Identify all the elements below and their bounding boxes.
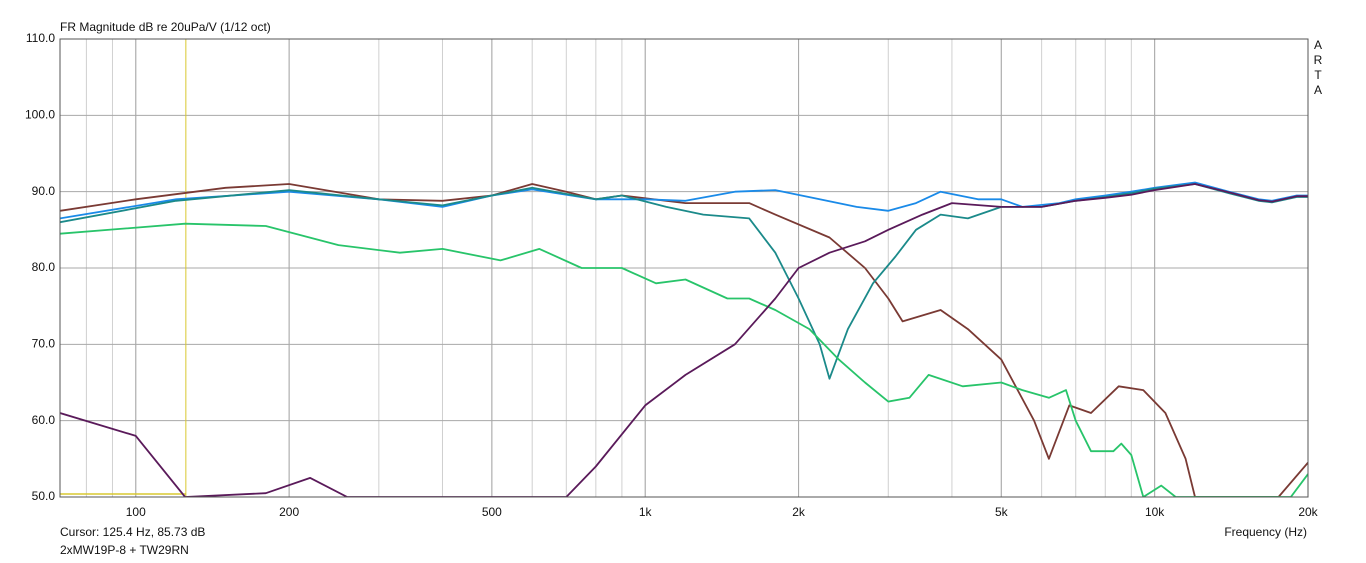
- y-tick-label: 70.0: [32, 337, 56, 351]
- x-tick-label: 10k: [1145, 505, 1165, 519]
- x-tick-label: 5k: [995, 505, 1009, 519]
- x-tick-label: 500: [482, 505, 502, 519]
- watermark-letter: A: [1314, 38, 1322, 52]
- fr-curve: [60, 183, 1308, 497]
- watermark-letter: R: [1314, 53, 1323, 67]
- y-tick-label: 100.0: [25, 108, 55, 122]
- fr-curve: [60, 183, 1308, 497]
- footer: 2xMW19P-8 + TW29RN: [60, 543, 189, 557]
- x-axis-label: Frequency (Hz): [1224, 525, 1307, 539]
- cursor-readout: Cursor: 125.4 Hz, 85.73 dB: [60, 525, 205, 539]
- x-tick-label: 2k: [792, 505, 806, 519]
- curves: [60, 39, 1308, 497]
- x-tick-label: 1k: [639, 505, 653, 519]
- plot-frame: [59, 38, 1309, 498]
- x-tick-label: 20k: [1298, 505, 1318, 519]
- chart-title: FR Magnitude dB re 20uPa/V (1/12 oct): [60, 20, 271, 34]
- y-tick-label: 80.0: [32, 260, 56, 274]
- y-tick-label: 90.0: [32, 184, 56, 198]
- y-tick-label: 110.0: [26, 31, 55, 45]
- y-tick-label: 50.0: [32, 489, 56, 503]
- x-tick-label: 100: [126, 505, 146, 519]
- y-tick-label: 60.0: [32, 413, 56, 427]
- fr-curve: [60, 222, 1308, 497]
- watermark-letter: A: [1314, 83, 1322, 97]
- watermark-letter: T: [1314, 68, 1322, 82]
- x-tick-label: 200: [279, 505, 299, 519]
